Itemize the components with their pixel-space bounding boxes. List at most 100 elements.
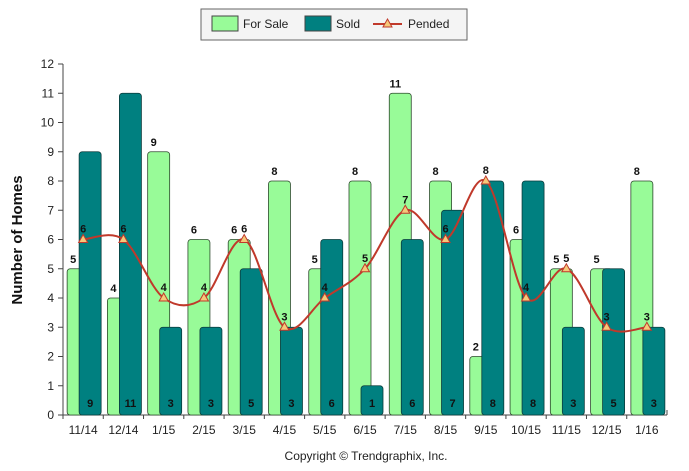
y-tick-label: 0: [47, 408, 54, 422]
data-label-for-sale: 6: [231, 225, 237, 237]
pended-marker: [480, 174, 492, 185]
bar-sold: [199, 326, 223, 416]
y-tick-label: 12: [41, 57, 55, 71]
data-label-sold: 9: [87, 398, 93, 410]
x-tick-label: 1/15: [152, 423, 176, 437]
bar-sold: [320, 239, 344, 416]
x-tick-label: 8/15: [434, 423, 458, 437]
legend-label-for-sale: For Sale: [243, 17, 289, 31]
legend-swatch-for-sale: [211, 15, 239, 32]
pended-line: [83, 179, 647, 333]
y-tick-label: 6: [47, 233, 54, 247]
data-label-sold: 8: [530, 398, 536, 410]
data-label-sold: 3: [288, 398, 294, 410]
data-label-pended: 3: [644, 311, 650, 323]
bar-sold: [441, 209, 464, 416]
data-label-pended: 6: [241, 224, 247, 236]
data-label-for-sale: 8: [432, 166, 438, 178]
data-label-pended: 3: [604, 311, 610, 323]
data-label-sold: 7: [449, 398, 455, 410]
bar-sold: [561, 326, 585, 416]
data-label-sold: 1: [369, 398, 375, 410]
pended-marker: [77, 233, 89, 243]
pended-marker: [440, 233, 451, 243]
pended-marker: [560, 262, 572, 273]
pended-marker: [520, 291, 532, 302]
x-tick-label: 11/14: [69, 423, 98, 437]
data-label-pended: 3: [281, 311, 287, 323]
x-tick-label: 1/16: [635, 423, 659, 437]
pended-marker: [279, 321, 290, 331]
data-label-for-sale: 4: [110, 283, 117, 295]
pended-marker: [359, 262, 371, 273]
legend: For Sale Sold Pended: [200, 8, 468, 41]
data-label-pended: 7: [402, 194, 408, 206]
data-label-for-sale: 8: [271, 166, 277, 178]
x-tick-label: 12/14: [108, 423, 138, 437]
bar-for-sale: [348, 180, 372, 416]
y-tick-label: 11: [42, 86, 55, 100]
data-label-sold: 3: [208, 398, 214, 410]
data-label-sold: 11: [125, 398, 137, 410]
plot-area: 012345678910111211/145912/144111/15932/1…: [41, 57, 668, 437]
bar-sold: [159, 326, 183, 416]
y-axis-label: Number of Homes: [9, 175, 26, 304]
legend-label-sold: Sold: [336, 17, 360, 31]
y-tick-label: 9: [47, 145, 54, 159]
x-tick-label: 9/15: [474, 423, 498, 437]
data-label-for-sale: 6: [191, 225, 197, 237]
data-label-sold: 8: [490, 398, 496, 410]
pended-marker: [238, 233, 250, 243]
data-label-pended: 4: [322, 282, 329, 294]
x-tick-label: 5/15: [313, 423, 337, 437]
bar-sold: [239, 268, 263, 416]
data-label-sold: 3: [570, 398, 576, 410]
data-label-for-sale: 2: [473, 342, 479, 354]
y-tick-label: 8: [47, 174, 54, 188]
pended-marker: [601, 321, 612, 331]
pended-marker: [641, 321, 653, 331]
data-label-for-sale: 5: [312, 254, 318, 266]
data-label-pended: 5: [563, 253, 569, 265]
data-label-pended: 4: [161, 282, 168, 294]
y-tick-label: 2: [47, 350, 54, 364]
data-label-pended: 5: [362, 253, 368, 265]
data-label-for-sale: 8: [634, 166, 640, 178]
data-label-pended: 6: [120, 224, 126, 236]
legend-swatch-sold: [304, 15, 332, 32]
data-label-sold: 6: [409, 398, 415, 410]
data-label-for-sale: 6: [513, 225, 519, 237]
x-tick-label: 10/15: [511, 423, 541, 437]
data-label-pended: 6: [80, 224, 86, 236]
data-label-for-sale: 5: [594, 254, 600, 266]
data-label-for-sale: 9: [151, 137, 157, 149]
data-label-sold: 5: [248, 398, 254, 410]
data-label-for-sale: 5: [70, 254, 76, 266]
x-tick-label: 2/15: [192, 423, 216, 437]
y-tick-label: 10: [41, 116, 55, 130]
x-tick-label: 6/15: [353, 423, 377, 437]
y-tick-label: 4: [47, 291, 54, 305]
pended-marker: [158, 291, 170, 302]
bar-sold: [78, 151, 102, 416]
legend-label-pended: Pended: [408, 17, 449, 31]
bar-sold: [602, 268, 625, 416]
legend-swatch-pended-marker: [382, 17, 393, 28]
bar-sold: [521, 180, 545, 416]
data-label-sold: 5: [611, 398, 617, 410]
y-tick-label: 1: [47, 379, 54, 393]
x-tick-label: 3/15: [233, 423, 257, 437]
data-label-sold: 3: [651, 398, 657, 410]
data-label-for-sale: 11: [389, 78, 401, 90]
data-label-pended: 8: [483, 165, 489, 177]
x-tick-label: 12/15: [592, 423, 622, 437]
data-label-pended: 4: [201, 282, 208, 294]
pended-marker: [198, 291, 210, 302]
y-tick-label: 5: [47, 262, 54, 276]
legend-box: [200, 8, 468, 41]
data-label-sold: 3: [168, 398, 174, 410]
data-label-for-sale: 8: [352, 166, 358, 178]
bar-sold: [642, 326, 666, 416]
data-label-sold: 6: [329, 398, 335, 410]
y-tick-label: 3: [47, 320, 54, 334]
